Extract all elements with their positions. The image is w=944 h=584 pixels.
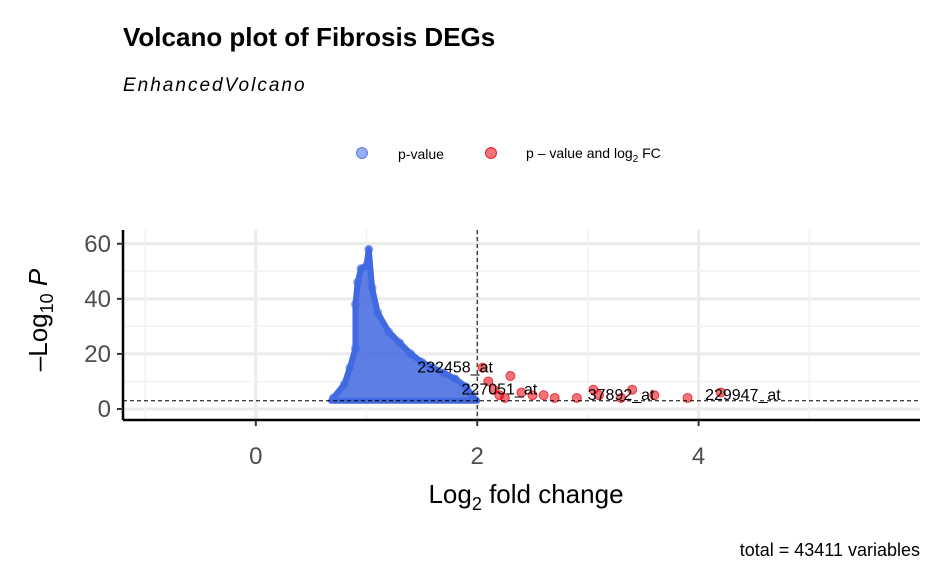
x-tick-label-1: 2 [471,443,484,470]
point-label-1: 227051_at [462,382,538,399]
legend-label-pvalue-fc: p – value and log2 FC [526,145,661,165]
point-pvalue-10 [373,308,383,318]
point-pvalue-3 [350,343,360,353]
point-pvalue-fc-7 [527,390,538,401]
point-pvalue-13 [406,349,416,359]
point-pvalue-17 [450,374,460,384]
point-label-0: 232458_at [417,360,493,377]
x-tick-label-0: 0 [249,443,262,470]
point-pvalue-fc-17 [715,387,726,398]
point-pvalue-fc-15 [649,390,660,401]
point-pvalue-2 [345,363,355,373]
y-axis-title-tail: P [23,268,53,293]
point-pvalue-5 [353,277,363,287]
point-pvalue-18 [461,382,471,392]
x-axis-title-sub: 2 [472,494,482,514]
point-pvalue-9 [367,283,377,293]
y-axis-title-prefix: –Log [23,313,53,371]
legend-label-pvalue: p-value [398,146,444,162]
y-tick-label-0: 0 [98,396,111,423]
y-axis-title-sub: 10 [37,293,57,313]
point-pvalue-11 [384,327,394,337]
point-label-3: 229947_at [705,387,781,404]
point-pvalue-fc-6 [516,387,527,398]
point-pvalue-8 [364,244,374,254]
legend: p-value p – value and log2 FC [356,145,661,165]
caption: total = 43411 variables [740,540,920,560]
legend-label-pvalue-fc-tail: FC [638,145,661,161]
point-pvalue-fc-10 [571,392,582,403]
point-pvalue-fc-14 [627,384,638,395]
legend-marker-pvalue [356,147,368,159]
point-pvalue-fc-5 [505,370,516,381]
point-pvalue-fc-1 [483,376,494,387]
x-tick-label-2: 4 [692,443,705,470]
chart-subtitle: EnhancedVolcano [123,75,307,96]
point-pvalue-14 [417,357,427,367]
y-tick-label-1: 20 [84,341,111,368]
point-pvalue-fc-8 [538,390,549,401]
point-pvalue-4 [350,299,360,309]
point-pvalue-fc-16 [682,392,693,403]
point-pvalue-16 [439,368,449,378]
point-pvalue-fc-0 [477,362,488,373]
point-pvalue-fc-12 [593,390,604,401]
point-pvalue-fc-9 [549,392,560,403]
point-pvalue-19 [467,390,477,400]
point-pvalue-1 [339,379,349,389]
point-pvalue-0 [328,393,338,403]
legend-label-pvalue-fc-main: p – value and log [526,145,633,161]
chart-title: Volcano plot of Fibrosis DEGs [123,22,495,52]
legend-label-pvalue-fc-sub: 2 [633,154,639,165]
point-label-2: 37892_at [588,387,655,404]
point-pvalue-7 [362,261,372,271]
x-axis-title-tail: fold change [482,479,624,509]
legend-marker-pvalue-fc [485,147,497,159]
point-pvalue-12 [395,338,405,348]
point-pvalue-fc-4 [499,392,510,403]
x-axis-title: Log2 fold change [428,479,623,514]
y-tick-label-3: 60 [84,231,111,258]
point-pvalue-15 [428,363,438,373]
point-pvalue-fc-13 [616,392,627,403]
y-axis-title: –Log10 P [23,268,57,371]
x-axis-title-main: Log [428,479,471,509]
y-tick-label-2: 40 [84,286,111,313]
